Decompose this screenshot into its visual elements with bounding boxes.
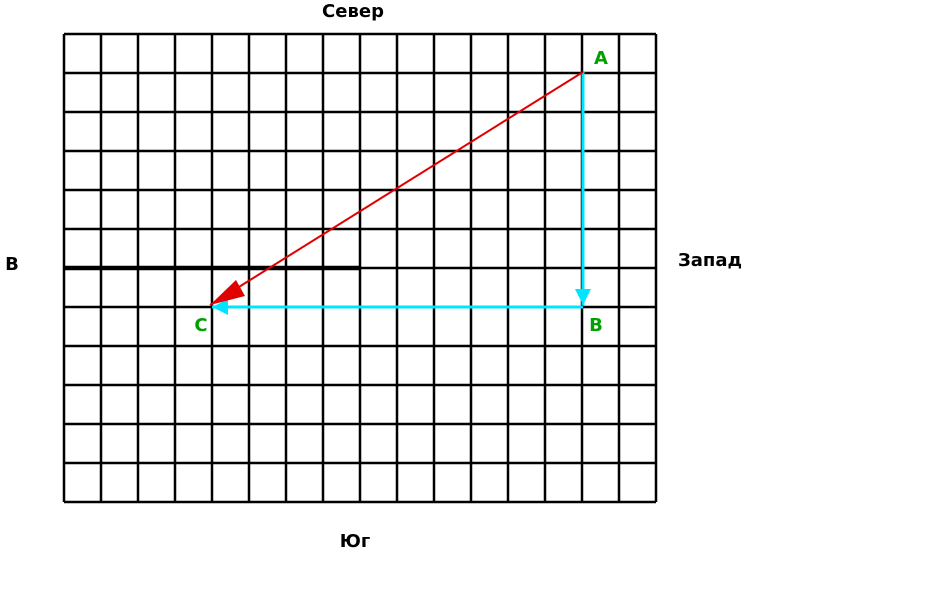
point-label: C	[194, 315, 207, 336]
arrow-a-c-head	[210, 280, 245, 305]
west-label: Запад	[678, 250, 742, 271]
north-label: Север	[322, 1, 384, 22]
south-label: Юг	[340, 531, 371, 552]
arrow-a-c-shaft	[209, 71, 584, 306]
point-label: A	[594, 48, 608, 69]
east-label: В	[5, 254, 19, 275]
point-label: B	[589, 315, 603, 336]
